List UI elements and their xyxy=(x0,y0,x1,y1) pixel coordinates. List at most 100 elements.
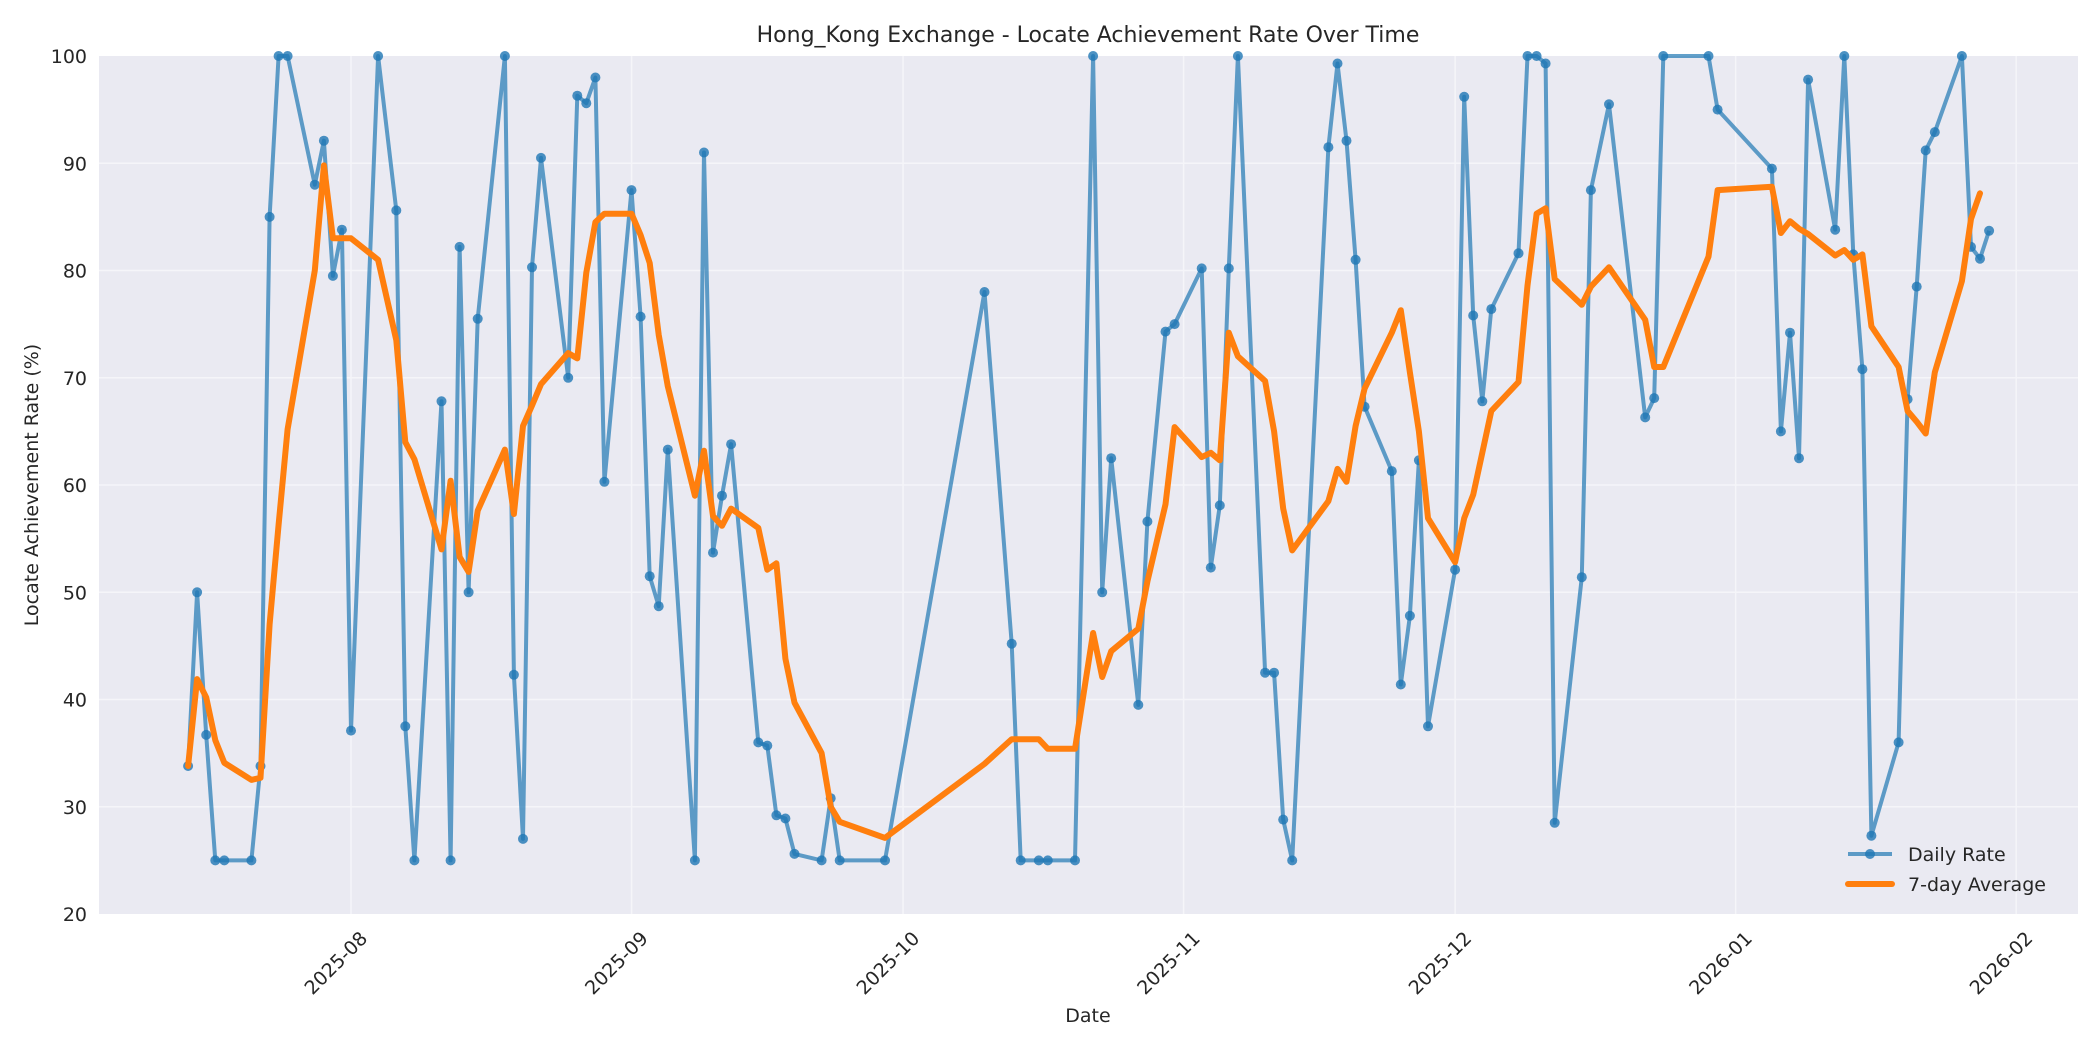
daily-rate-point xyxy=(789,848,800,859)
y-tick-label: 30 xyxy=(63,797,87,819)
daily-rate-series xyxy=(183,51,1995,866)
daily-rate-point xyxy=(1857,364,1868,375)
daily-rate-point xyxy=(662,444,673,455)
daily-rate-point xyxy=(1839,51,1850,61)
daily-rate-point xyxy=(780,813,791,824)
y-tick-label: 70 xyxy=(63,368,87,390)
daily-rate-point xyxy=(1549,817,1560,828)
x-axis-label: Date xyxy=(1065,1005,1110,1027)
daily-rate-point xyxy=(1929,127,1940,138)
daily-rate-point xyxy=(1142,516,1153,527)
legend-item-seven-day-average: 7-day Average xyxy=(1845,874,2046,896)
daily-rate-point xyxy=(336,224,347,235)
daily-rate-point xyxy=(400,721,411,732)
daily-rate-point xyxy=(445,855,456,866)
daily-rate-point xyxy=(1332,58,1343,69)
daily-rate-point xyxy=(1395,679,1406,690)
y-tick-label: 100 xyxy=(51,46,87,68)
daily-rate-point xyxy=(346,725,356,736)
daily-rate-point xyxy=(264,211,275,222)
daily-rate-point xyxy=(1042,855,1053,866)
daily-rate-point xyxy=(1350,254,1361,265)
daily-rate-point xyxy=(436,396,447,407)
daily-rate-point xyxy=(1703,51,1714,61)
daily-rate-point xyxy=(454,241,465,252)
daily-rate-point xyxy=(1269,667,1280,678)
chart-title: Hong_Kong Exchange - Locate Achievement … xyxy=(757,23,1420,48)
daily-rate-point xyxy=(1341,135,1352,146)
daily-rate-point xyxy=(201,729,212,740)
y-gridlines xyxy=(99,162,2078,808)
y-tick-label: 90 xyxy=(63,153,87,175)
daily-rate-point xyxy=(1169,319,1180,330)
daily-rate-point xyxy=(1866,830,1877,841)
daily-rate-point xyxy=(1975,253,1985,264)
daily-rate-point xyxy=(1477,396,1488,407)
daily-rate-point xyxy=(282,51,293,61)
legend-label-daily-rate: Daily Rate xyxy=(1908,844,2006,866)
daily-rate-point xyxy=(1785,327,1795,338)
daily-rate-point xyxy=(518,833,528,844)
daily-rate-point xyxy=(880,855,890,866)
y-tick-label: 40 xyxy=(63,690,87,712)
daily-rate-point xyxy=(726,439,737,450)
daily-rate-marker-icon xyxy=(1865,849,1875,859)
daily-rate-point xyxy=(1423,721,1433,732)
legend-item-daily-rate: Daily Rate xyxy=(1848,844,2006,866)
daily-rate-line xyxy=(186,54,1992,863)
daily-rate-point xyxy=(753,737,764,748)
daily-rate-point xyxy=(318,135,329,146)
daily-rate-point xyxy=(1223,263,1234,274)
daily-rate-point xyxy=(1803,74,1814,85)
daily-rate-point xyxy=(1106,453,1117,464)
daily-rate-point xyxy=(1033,855,1044,866)
daily-rate-point xyxy=(699,147,709,158)
daily-rate-point xyxy=(499,51,510,61)
daily-rate-point xyxy=(1540,58,1551,69)
daily-rate-point xyxy=(327,270,338,281)
legend-label-seven-day-average: 7-day Average xyxy=(1908,874,2046,896)
daily-rate-point xyxy=(599,476,610,487)
daily-rate-point xyxy=(1097,587,1108,598)
daily-rate-point xyxy=(834,855,845,866)
daily-rate-point xyxy=(1015,855,1026,866)
daily-rate-point xyxy=(527,262,537,273)
daily-rate-point xyxy=(1522,51,1533,61)
daily-rate-point xyxy=(1468,310,1479,321)
daily-rate-point xyxy=(717,490,727,501)
daily-rate-point xyxy=(1323,142,1334,153)
daily-rate-point xyxy=(635,311,646,322)
daily-rate-point xyxy=(762,740,773,751)
daily-rate-point xyxy=(1640,412,1651,423)
daily-rate-point xyxy=(581,98,592,109)
daily-rate-point xyxy=(1450,564,1461,575)
daily-rate-point xyxy=(1984,225,1995,236)
daily-rate-point xyxy=(1712,104,1723,115)
daily-rate-point xyxy=(246,855,257,866)
seven-day-average-line xyxy=(185,162,1983,841)
seven-day-average-series xyxy=(185,162,1983,841)
daily-rate-point xyxy=(508,669,519,680)
daily-rate-point xyxy=(1956,51,1967,61)
daily-rate-point xyxy=(1459,91,1470,102)
daily-rate-point xyxy=(1214,500,1225,511)
daily-rate-point xyxy=(1830,224,1841,235)
daily-rate-point xyxy=(1070,855,1080,866)
daily-rate-point xyxy=(572,90,583,101)
y-axis-ticks: 20 30 40 50 60 70 80 90 100 xyxy=(51,46,87,926)
daily-rate-point xyxy=(210,855,221,866)
y-tick-label: 60 xyxy=(63,475,87,497)
daily-rate-point xyxy=(644,571,655,582)
daily-rate-point xyxy=(689,855,700,866)
y-tick-label: 20 xyxy=(63,904,87,926)
legend: Daily Rate 7-day Average xyxy=(1845,844,2046,896)
daily-rate-point xyxy=(1920,145,1931,156)
daily-rate-point xyxy=(1893,737,1904,748)
daily-rate-point xyxy=(309,179,320,190)
daily-rate-point xyxy=(771,810,782,821)
daily-rate-point xyxy=(653,601,664,612)
daily-rate-point xyxy=(1513,248,1524,259)
daily-rate-point xyxy=(1404,610,1415,621)
daily-rate-point xyxy=(463,587,474,598)
